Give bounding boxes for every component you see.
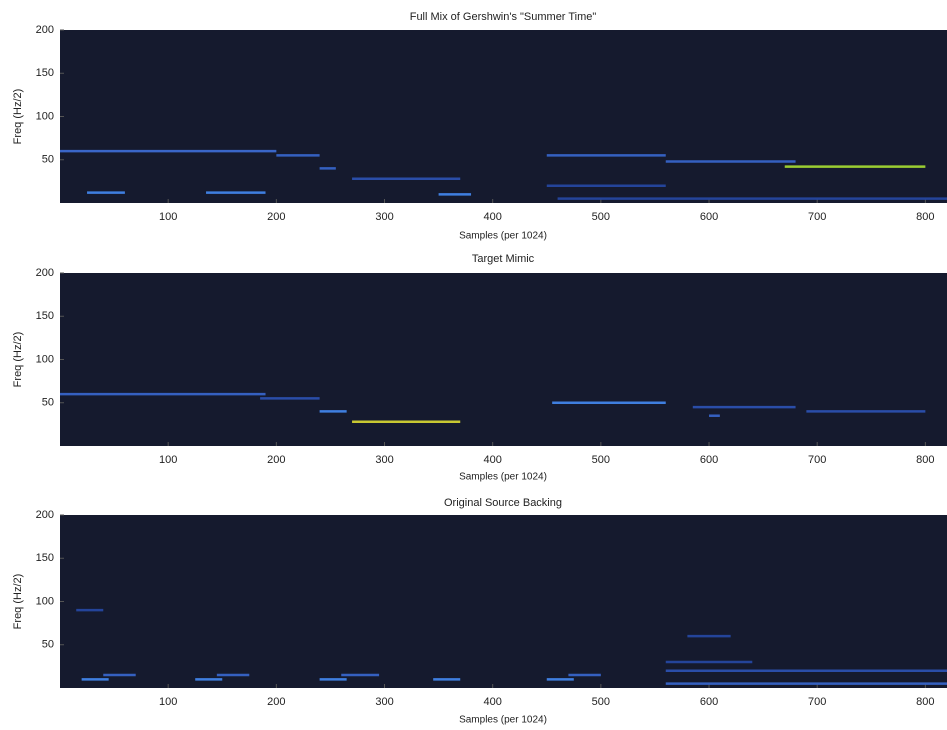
x-tick-label: 800: [916, 454, 934, 466]
plot-area: [60, 30, 947, 203]
x-tick-label: 300: [375, 211, 393, 223]
x-tick-label: 700: [808, 696, 826, 708]
x-axis-label: Samples (per 1024): [459, 231, 547, 242]
x-tick-label: 300: [375, 454, 393, 466]
y-tick-label: 200: [36, 509, 54, 521]
plot-area: [60, 273, 947, 446]
x-tick-label: 100: [159, 211, 177, 223]
y-tick-label: 200: [36, 24, 54, 36]
x-tick-label: 400: [484, 454, 502, 466]
y-axis-label: Freq (Hz/2): [12, 89, 24, 145]
y-tick-label: 200: [36, 267, 54, 279]
plot-area: [60, 515, 947, 688]
x-tick-label: 500: [592, 454, 610, 466]
x-tick-label: 500: [592, 211, 610, 223]
y-tick-label: 50: [42, 639, 54, 651]
x-tick-label: 400: [484, 211, 502, 223]
x-tick-label: 600: [700, 211, 718, 223]
x-axis-label: Samples (per 1024): [459, 715, 547, 726]
x-tick-label: 500: [592, 696, 610, 708]
x-tick-label: 100: [159, 696, 177, 708]
x-axis-label: Samples (per 1024): [459, 472, 547, 483]
y-tick-label: 150: [36, 67, 54, 79]
y-tick-label: 150: [36, 552, 54, 564]
x-tick-label: 600: [700, 696, 718, 708]
chart-title: Target Mimic: [472, 253, 535, 265]
x-tick-label: 700: [808, 454, 826, 466]
x-tick-label: 600: [700, 454, 718, 466]
chart-title: Original Source Backing: [444, 497, 562, 509]
y-tick-label: 50: [42, 397, 54, 409]
y-tick-label: 50: [42, 154, 54, 166]
x-tick-label: 200: [267, 454, 285, 466]
y-axis-label: Freq (Hz/2): [12, 332, 24, 388]
x-tick-label: 800: [916, 211, 934, 223]
chart-title: Full Mix of Gershwin's "Summer Time": [410, 11, 597, 23]
x-tick-label: 200: [267, 211, 285, 223]
y-tick-label: 100: [36, 353, 54, 365]
x-tick-label: 800: [916, 696, 934, 708]
y-tick-label: 150: [36, 310, 54, 322]
x-tick-label: 200: [267, 696, 285, 708]
y-axis-label: Freq (Hz/2): [12, 574, 24, 630]
y-tick-label: 100: [36, 110, 54, 122]
x-tick-label: 700: [808, 211, 826, 223]
x-tick-label: 400: [484, 696, 502, 708]
x-tick-label: 300: [375, 696, 393, 708]
x-tick-label: 100: [159, 454, 177, 466]
y-tick-label: 100: [36, 595, 54, 607]
